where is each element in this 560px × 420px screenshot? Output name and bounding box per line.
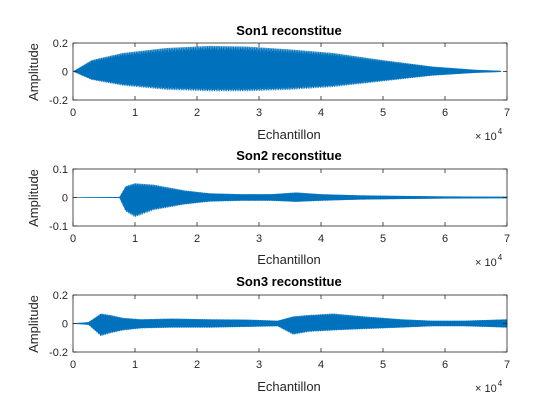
x-tick-label: 2 — [194, 233, 200, 245]
x-tick-label: 5 — [380, 359, 386, 371]
x-tick-label: 0 — [70, 107, 76, 119]
x-tick-label: 4 — [318, 107, 324, 119]
x-tick-label: 4 — [318, 233, 324, 245]
x-tick-label: 7 — [504, 359, 510, 371]
y-tick-label: -0.2 — [49, 95, 68, 107]
x-tick-label: 1 — [132, 107, 138, 119]
x-tick-label: 6 — [442, 233, 448, 245]
subplot-3-title: Son3 reconstitue — [236, 274, 341, 289]
x-tick-label: 5 — [380, 233, 386, 245]
subplot-2-title: Son2 reconstitue — [236, 148, 341, 163]
subplot-2-x-ticks: 0 1 2 3 4 5 6 7 — [70, 169, 510, 245]
x-tick-label: 3 — [256, 359, 262, 371]
subplot-1-x-multiplier-exponent: 4 — [498, 127, 503, 136]
signal-waveform-1 — [73, 45, 502, 92]
x-tick-label: 6 — [442, 107, 448, 119]
subplot-2-x-multiplier: × 104 — [475, 253, 503, 269]
x-tick-label: 1 — [132, 233, 138, 245]
subplot-3-x-multiplier-base: × 10 — [475, 383, 497, 395]
x-tick-label: 3 — [256, 107, 262, 119]
y-tick-label: 0.2 — [53, 38, 68, 50]
x-tick-label: 0 — [70, 359, 76, 371]
x-tick-label: 0 — [70, 233, 76, 245]
subplot-1-xlabel: Echantillon — [257, 127, 321, 142]
subplot-3-ylabel: Amplitude — [26, 295, 41, 353]
subplot-2-xlabel: Echantillon — [257, 252, 321, 267]
subplot-3-y-ticks: -0.2 0 0.2 — [49, 290, 507, 359]
y-tick-label: -0.1 — [49, 221, 68, 233]
y-tick-label: -0.2 — [49, 347, 68, 359]
subplot-2-y-ticks: -0.1 0 0.1 — [49, 164, 507, 233]
x-tick-label: 4 — [318, 359, 324, 371]
x-tick-label: 2 — [194, 359, 200, 371]
subplot-1-title: Son1 reconstitue — [236, 23, 341, 38]
subplot-1-x-ticks: 0 1 2 3 4 5 6 7 — [70, 43, 510, 119]
subplot-2-x-multiplier-exponent: 4 — [498, 253, 503, 262]
subplot-1-x-multiplier-base: × 10 — [475, 131, 497, 143]
x-tick-label: 7 — [504, 233, 510, 245]
subplot-3-xlabel: Echantillon — [257, 379, 321, 394]
x-tick-label: 7 — [504, 107, 510, 119]
y-tick-label: 0 — [62, 193, 68, 205]
subplot-2-ylabel: Amplitude — [26, 169, 41, 227]
subplot-2-x-multiplier-base: × 10 — [475, 257, 497, 269]
subplot-3-x-ticks: 0 1 2 3 4 5 6 7 — [70, 295, 510, 371]
y-tick-label: 0.2 — [53, 290, 68, 302]
subplot-1-plot-area — [73, 45, 502, 92]
subplot-1-ylabel: Amplitude — [26, 43, 41, 101]
y-tick-label: 0 — [62, 319, 68, 331]
x-tick-label: 1 — [132, 359, 138, 371]
y-tick-label: 0.1 — [53, 164, 68, 176]
x-tick-label: 2 — [194, 107, 200, 119]
y-tick-label: 0 — [62, 67, 68, 79]
x-tick-label: 3 — [256, 233, 262, 245]
x-tick-label: 6 — [442, 359, 448, 371]
subplot-1-x-multiplier: × 104 — [475, 127, 503, 143]
subplot-3-x-multiplier-exponent: 4 — [498, 379, 503, 388]
x-tick-label: 5 — [380, 107, 386, 119]
subplot-1-y-ticks: -0.2 0 0.2 — [49, 38, 507, 107]
subplot-3-x-multiplier: × 104 — [475, 379, 503, 395]
